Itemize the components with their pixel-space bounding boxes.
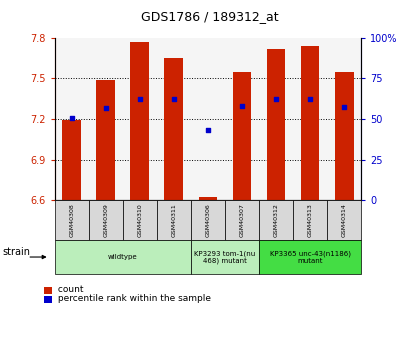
Text: GSM40308: GSM40308 <box>69 203 74 237</box>
Text: GSM40313: GSM40313 <box>307 203 312 237</box>
Text: GDS1786 / 189312_at: GDS1786 / 189312_at <box>141 10 279 23</box>
Text: percentile rank within the sample: percentile rank within the sample <box>55 294 210 303</box>
Point <box>136 96 143 101</box>
Text: wildtype: wildtype <box>108 254 137 260</box>
Point <box>68 115 75 120</box>
Text: KP3365 unc-43(n1186)
mutant: KP3365 unc-43(n1186) mutant <box>270 250 351 264</box>
Point <box>205 127 211 132</box>
Bar <box>199 197 217 200</box>
Text: GSM40306: GSM40306 <box>205 203 210 237</box>
Point <box>307 96 313 101</box>
Text: GSM40311: GSM40311 <box>171 203 176 237</box>
Point <box>102 106 109 111</box>
Bar <box>267 49 286 200</box>
Bar <box>335 72 354 200</box>
Bar <box>62 120 81 200</box>
Text: GSM40307: GSM40307 <box>239 203 244 237</box>
Text: GSM40312: GSM40312 <box>273 203 278 237</box>
Text: GSM40309: GSM40309 <box>103 203 108 237</box>
Bar <box>233 72 251 200</box>
Text: strain: strain <box>2 247 30 257</box>
Text: KP3293 tom-1(nu
468) mutant: KP3293 tom-1(nu 468) mutant <box>194 250 255 264</box>
Text: GSM40310: GSM40310 <box>137 203 142 237</box>
Bar <box>301 46 320 200</box>
Point <box>239 103 245 108</box>
Point <box>273 96 279 101</box>
Point <box>171 96 177 101</box>
Text: GSM40314: GSM40314 <box>341 203 346 237</box>
Bar <box>130 42 149 200</box>
Bar <box>96 80 115 200</box>
Bar <box>165 58 183 200</box>
Point <box>341 104 347 110</box>
Text: count: count <box>55 285 83 294</box>
